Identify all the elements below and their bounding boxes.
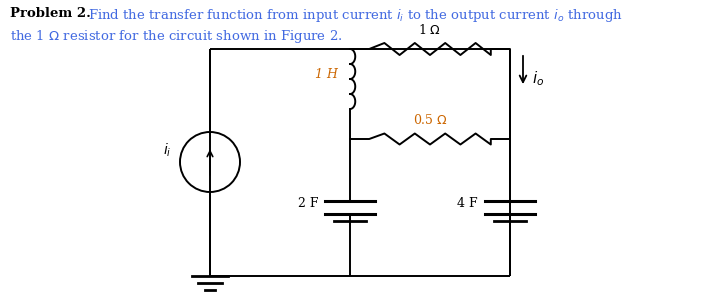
Text: Problem 2.: Problem 2. [10,7,91,20]
Text: $i_i$: $i_i$ [164,141,172,159]
Text: 1 H: 1 H [315,67,338,81]
Text: 0.5 $\Omega$: 0.5 $\Omega$ [412,113,448,127]
Text: the 1 $\Omega$ resistor for the circuit shown in Figure 2.: the 1 $\Omega$ resistor for the circuit … [10,28,342,45]
Text: 4 F: 4 F [457,197,478,210]
Text: Find the transfer function from input current $i_i$ to the output current $i_o$ : Find the transfer function from input cu… [88,7,623,24]
Text: $i_o$: $i_o$ [532,70,544,88]
Text: 2 F: 2 F [297,197,318,210]
Text: 1 $\Omega$: 1 $\Omega$ [419,23,441,37]
